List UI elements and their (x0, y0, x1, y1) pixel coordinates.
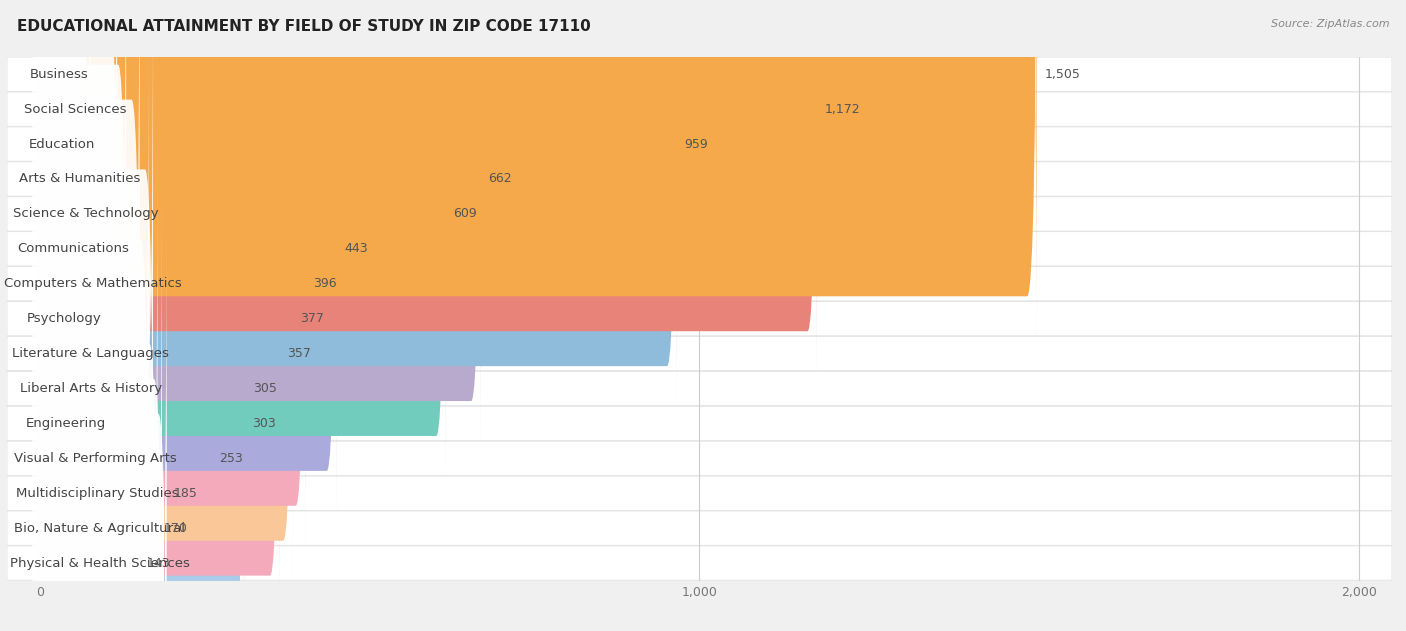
FancyBboxPatch shape (37, 52, 292, 586)
Text: 443: 443 (344, 242, 367, 256)
FancyBboxPatch shape (32, 84, 149, 631)
FancyBboxPatch shape (7, 162, 1392, 196)
FancyBboxPatch shape (32, 0, 139, 519)
Text: 303: 303 (252, 417, 276, 430)
FancyBboxPatch shape (7, 406, 1392, 440)
FancyBboxPatch shape (7, 372, 1392, 406)
FancyBboxPatch shape (37, 0, 817, 376)
Text: Literature & Languages: Literature & Languages (13, 347, 169, 360)
FancyBboxPatch shape (32, 223, 166, 631)
Text: EDUCATIONAL ATTAINMENT BY FIELD OF STUDY IN ZIP CODE 17110: EDUCATIONAL ATTAINMENT BY FIELD OF STUDY… (17, 19, 591, 34)
FancyBboxPatch shape (37, 0, 336, 516)
FancyBboxPatch shape (7, 232, 1392, 266)
Text: Liberal Arts & History: Liberal Arts & History (20, 382, 162, 395)
FancyBboxPatch shape (37, 0, 481, 445)
FancyBboxPatch shape (32, 0, 86, 379)
Text: 253: 253 (219, 452, 242, 465)
Text: Engineering: Engineering (25, 417, 105, 430)
Text: 396: 396 (314, 277, 336, 290)
FancyBboxPatch shape (7, 546, 1392, 580)
FancyBboxPatch shape (32, 49, 149, 631)
FancyBboxPatch shape (37, 297, 138, 631)
Text: Education: Education (28, 138, 94, 151)
Text: 959: 959 (685, 138, 709, 151)
FancyBboxPatch shape (32, 119, 100, 631)
FancyBboxPatch shape (32, 153, 157, 631)
FancyBboxPatch shape (7, 92, 1392, 126)
FancyBboxPatch shape (37, 122, 245, 631)
FancyBboxPatch shape (7, 441, 1392, 475)
FancyBboxPatch shape (37, 227, 166, 631)
Text: 305: 305 (253, 382, 277, 395)
Text: Business: Business (30, 68, 89, 81)
FancyBboxPatch shape (37, 192, 211, 631)
FancyBboxPatch shape (7, 302, 1392, 336)
Text: 662: 662 (488, 172, 512, 186)
Text: Arts & Humanities: Arts & Humanities (18, 172, 141, 186)
Text: Computers & Mathematics: Computers & Mathematics (4, 277, 181, 290)
Text: Communications: Communications (17, 242, 129, 256)
Text: Bio, Nature & Agricultural: Bio, Nature & Agricultural (14, 522, 186, 534)
Text: 1,505: 1,505 (1045, 68, 1080, 81)
FancyBboxPatch shape (32, 258, 166, 631)
FancyBboxPatch shape (37, 87, 280, 620)
FancyBboxPatch shape (7, 336, 1392, 370)
FancyBboxPatch shape (32, 0, 112, 553)
FancyBboxPatch shape (7, 127, 1392, 161)
Text: Psychology: Psychology (27, 312, 101, 325)
FancyBboxPatch shape (7, 511, 1392, 545)
Text: Multidisciplinary Studies: Multidisciplinary Studies (15, 487, 179, 500)
FancyBboxPatch shape (7, 57, 1392, 91)
FancyBboxPatch shape (37, 0, 1036, 341)
FancyBboxPatch shape (7, 197, 1392, 231)
Text: 377: 377 (301, 312, 325, 325)
FancyBboxPatch shape (37, 0, 446, 481)
Text: Visual & Performing Arts: Visual & Performing Arts (14, 452, 177, 465)
FancyBboxPatch shape (32, 0, 90, 449)
Text: Social Sciences: Social Sciences (24, 103, 127, 115)
FancyBboxPatch shape (32, 0, 153, 589)
FancyBboxPatch shape (32, 0, 127, 484)
FancyBboxPatch shape (37, 261, 156, 631)
Text: 170: 170 (165, 522, 188, 534)
Text: 357: 357 (287, 347, 311, 360)
FancyBboxPatch shape (32, 14, 94, 623)
Text: Physical & Health Sciences: Physical & Health Sciences (10, 557, 190, 570)
FancyBboxPatch shape (7, 267, 1392, 301)
FancyBboxPatch shape (37, 156, 243, 631)
FancyBboxPatch shape (37, 17, 305, 550)
FancyBboxPatch shape (7, 476, 1392, 510)
Text: 185: 185 (174, 487, 198, 500)
FancyBboxPatch shape (32, 0, 117, 414)
FancyBboxPatch shape (37, 0, 676, 411)
Text: 609: 609 (454, 208, 477, 220)
Text: Source: ZipAtlas.com: Source: ZipAtlas.com (1271, 19, 1389, 29)
Text: 143: 143 (146, 557, 170, 570)
FancyBboxPatch shape (32, 189, 162, 631)
Text: Science & Technology: Science & Technology (13, 208, 159, 220)
Text: 1,172: 1,172 (825, 103, 860, 115)
